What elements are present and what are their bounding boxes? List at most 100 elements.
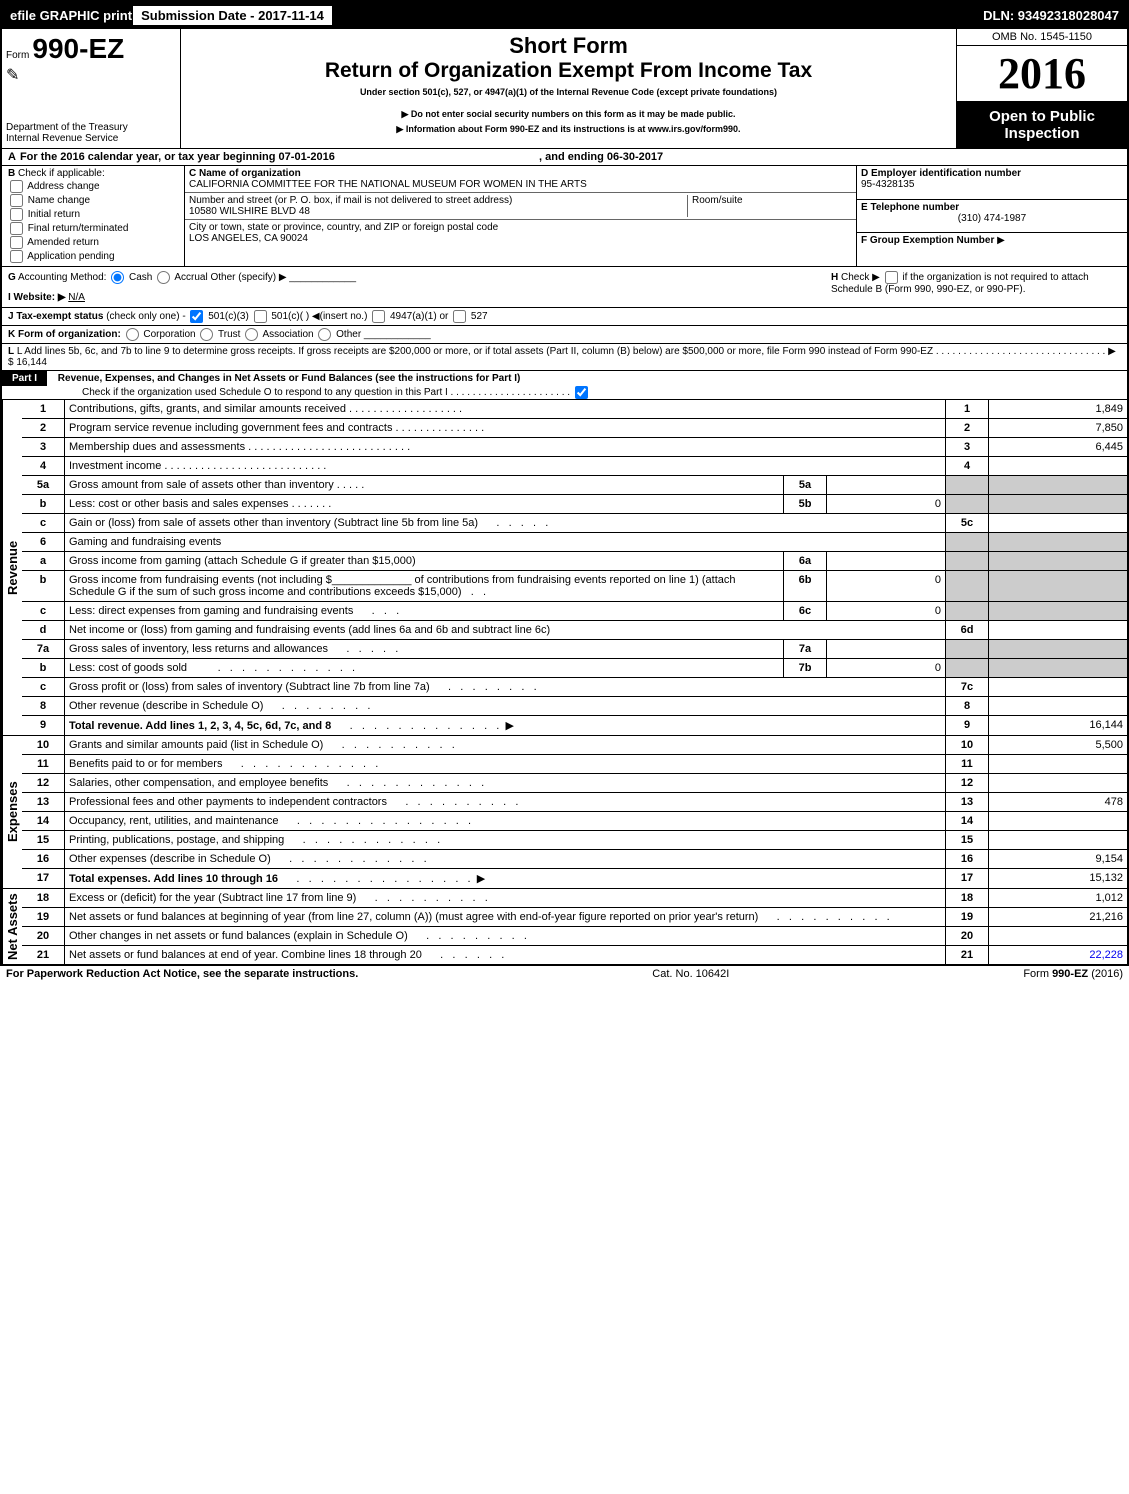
radio-cash[interactable] (111, 271, 124, 284)
check-name-change[interactable]: Name change (8, 194, 178, 207)
line-6c: c Less: direct expenses from gaming and … (22, 602, 1127, 621)
c-addr-label: Number and street (or P. O. box, if mail… (189, 195, 687, 206)
d-label: D Employer identification number (861, 168, 1123, 179)
net-assets-section: Net Assets 18 Excess or (deficit) for th… (2, 889, 1127, 964)
part1-label: Part I (2, 371, 47, 386)
line-5b: b Less: cost or other basis and sales ex… (22, 495, 1127, 514)
radio-other[interactable] (318, 328, 331, 341)
efile-label: efile GRAPHIC print (10, 8, 132, 23)
right-header: OMB No. 1545-1150 2016 Open to Public In… (956, 29, 1127, 148)
radio-assoc[interactable] (245, 328, 258, 341)
h-text1: Check ▶ (841, 272, 880, 283)
line-6d: d Net income or (loss) from gaming and f… (22, 621, 1127, 640)
check-4947[interactable] (372, 310, 385, 323)
line-16: 16 Other expenses (describe in Schedule … (22, 850, 1127, 869)
h-prefix: H (831, 272, 838, 283)
line-7c: c Gross profit or (loss) from sales of i… (22, 678, 1127, 697)
c-name-value: CALIFORNIA COMMITTEE FOR THE NATIONAL MU… (189, 179, 852, 190)
line-6: 6 Gaming and fundraising events (22, 533, 1127, 552)
e-label: E Telephone number (861, 202, 1123, 213)
line-17: 17 Total expenses. Add lines 10 through … (22, 869, 1127, 889)
section-l: L L Add lines 5b, 6c, and 7b to line 9 t… (2, 344, 1127, 371)
section-b-label: Check if applicable: (18, 168, 105, 179)
part1-check-text: Check if the organization used Schedule … (82, 387, 448, 398)
line-a-prefix: A (8, 151, 16, 163)
expenses-vertical-label: Expenses (2, 736, 22, 888)
c-room-label: Room/suite (687, 195, 852, 217)
c-name-label: C Name of organization (189, 168, 852, 179)
submission-date: Submission Date - 2017-11-14 (132, 5, 333, 26)
line-a-text: For the 2016 calendar year, or tax year … (20, 151, 335, 163)
check-address-change[interactable]: Address change (8, 180, 178, 193)
center-header: Short Form Return of Organization Exempt… (181, 29, 956, 148)
part1-title: Revenue, Expenses, and Changes in Net As… (50, 373, 521, 384)
check-501c[interactable] (254, 310, 267, 323)
dln-label: DLN: 93492318028047 (983, 8, 1119, 23)
check-application-pending[interactable]: Application pending (8, 250, 178, 263)
line-7b: b Less: cost of goods sold . . . . . . .… (22, 659, 1127, 678)
paperwork-notice: For Paperwork Reduction Act Notice, see … (6, 968, 358, 980)
abc-section: B Check if applicable: Address change Na… (2, 166, 1127, 267)
line-15: 15 Printing, publications, postage, and … (22, 831, 1127, 850)
return-title: Return of Organization Exempt From Incom… (185, 59, 952, 83)
footer-row: For Paperwork Reduction Act Notice, see … (0, 966, 1129, 982)
check-h[interactable] (885, 271, 898, 284)
section-b: B Check if applicable: Address change Na… (2, 166, 185, 266)
section-b-prefix: B (8, 168, 15, 179)
tax-year: 2016 (957, 46, 1127, 102)
line-2: 2 Program service revenue including gove… (22, 419, 1127, 438)
d-value: 95-4328135 (861, 179, 1123, 190)
header-section: Form 990-EZ ✎ Department of the Treasury… (2, 29, 1127, 149)
check-501c3[interactable] (190, 310, 203, 323)
form-name-box: Form 990-EZ ✎ Department of the Treasury… (2, 29, 181, 148)
section-j: J Tax-exempt status (check only one) - 5… (2, 308, 1127, 326)
expenses-section: Expenses 10 Grants and similar amounts p… (2, 736, 1127, 889)
radio-accrual[interactable] (157, 271, 170, 284)
check-schedule-o[interactable] (575, 386, 588, 399)
line-3: 3 Membership dues and assessments . . . … (22, 438, 1127, 457)
omb-number: OMB No. 1545-1150 (957, 29, 1127, 46)
line-14: 14 Occupancy, rent, utilities, and maint… (22, 812, 1127, 831)
f-arrow: ▶ (997, 235, 1005, 246)
c-city-label: City or town, state or province, country… (189, 222, 852, 233)
radio-corp[interactable] (126, 328, 139, 341)
e-value: (310) 474-1987 (861, 213, 1123, 224)
revenue-table: 1 Contributions, gifts, grants, and simi… (22, 400, 1127, 735)
form-number: 990-EZ (32, 33, 124, 64)
line-a-ending: , and ending 06-30-2017 (539, 151, 663, 163)
section-h: H Check ▶ if the organization is not req… (825, 267, 1127, 307)
radio-trust[interactable] (200, 328, 213, 341)
i-label: I Website: ▶ (8, 292, 66, 303)
under-section-text: Under section 501(c), 527, or 4947(a)(1)… (185, 87, 952, 97)
check-initial-return[interactable]: Initial return (8, 208, 178, 221)
section-c: C Name of organization CALIFORNIA COMMIT… (185, 166, 856, 266)
check-final-return[interactable]: Final return/terminated (8, 222, 178, 235)
revenue-vertical-label: Revenue (2, 400, 22, 735)
ssn-notice: ▶ Do not enter social security numbers o… (185, 109, 952, 120)
line-7a: 7a Gross sales of inventory, less return… (22, 640, 1127, 659)
j-label: J Tax-exempt status (8, 311, 103, 322)
c-addr-value: 10580 WILSHIRE BLVD 48 (189, 206, 687, 217)
line-1: 1 Contributions, gifts, grants, and simi… (22, 400, 1127, 419)
cat-number: Cat. No. 10642I (652, 968, 729, 980)
net-assets-vertical-label: Net Assets (2, 889, 22, 964)
line-4: 4 Investment income . . . . . . . . . . … (22, 457, 1127, 476)
line-6a: a Gross income from gaming (attach Sched… (22, 552, 1127, 571)
check-527[interactable] (453, 310, 466, 323)
form-container: efile GRAPHIC print Submission Date - 20… (0, 0, 1129, 966)
expenses-table: 10 Grants and similar amounts paid (list… (22, 736, 1127, 888)
l-text: L Add lines 5b, 6c, and 7b to line 9 to … (17, 346, 933, 357)
g-label: Accounting Method: (18, 272, 106, 283)
check-amended-return[interactable]: Amended return (8, 236, 178, 249)
section-def: D Employer identification number 95-4328… (856, 166, 1127, 266)
top-bar: efile GRAPHIC print Submission Date - 20… (2, 2, 1127, 29)
line-11: 11 Benefits paid to or for members . . .… (22, 755, 1127, 774)
line-5c: c Gain or (loss) from sale of assets oth… (22, 514, 1127, 533)
c-city-value: LOS ANGELES, CA 90024 (189, 233, 852, 244)
line-a-row: A For the 2016 calendar year, or tax yea… (2, 149, 1127, 166)
line-6b: b Gross income from fundraising events (… (22, 571, 1127, 602)
k-label: K Form of organization: (8, 329, 121, 340)
j-detail: (check only one) - (106, 311, 185, 322)
form-prefix: Form (6, 50, 29, 61)
line-9: 9 Total revenue. Add lines 1, 2, 3, 4, 5… (22, 716, 1127, 736)
